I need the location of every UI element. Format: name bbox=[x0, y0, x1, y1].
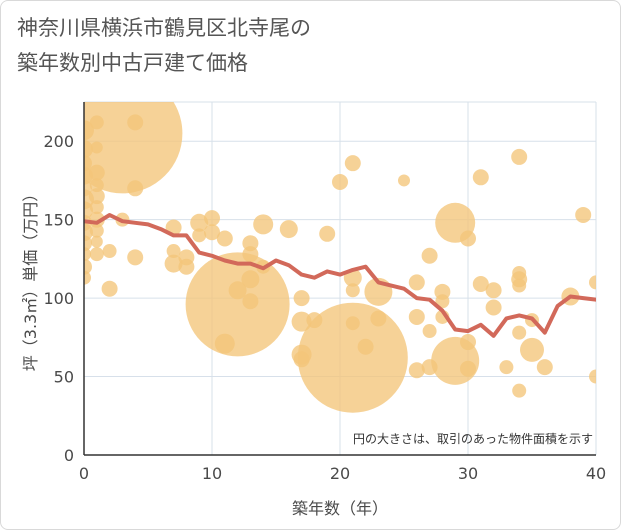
bubble bbox=[84, 235, 92, 252]
bubble bbox=[319, 225, 336, 242]
bubble bbox=[216, 230, 233, 247]
bubble bbox=[241, 270, 260, 289]
bubble bbox=[185, 252, 290, 357]
bubble bbox=[345, 283, 360, 298]
bubble bbox=[297, 302, 408, 413]
bubble bbox=[511, 148, 528, 165]
bubble bbox=[228, 281, 247, 300]
bubble bbox=[589, 275, 596, 290]
y-tick-label: 50 bbox=[54, 368, 74, 387]
bubble bbox=[472, 275, 489, 292]
bubble bbox=[242, 293, 259, 310]
bubble bbox=[293, 290, 310, 307]
bubble-size-note: 円の大きさは、取引のあった物件面積を示す bbox=[353, 431, 593, 446]
y-tick-label: 100 bbox=[43, 289, 74, 308]
x-tick-label: 40 bbox=[586, 464, 606, 483]
bubble bbox=[127, 114, 144, 131]
x-axis-label: 築年数（年） bbox=[292, 499, 388, 518]
bubble bbox=[101, 280, 118, 297]
bubble bbox=[204, 210, 220, 227]
y-tick-labels: 0 50 100 150 200 bbox=[43, 132, 74, 465]
bubble bbox=[190, 213, 209, 232]
bubble bbox=[485, 299, 502, 316]
chart-title: 神奈川県横浜市鶴見区北寺尾の 築年数別中古戸建て価格 bbox=[17, 11, 311, 81]
bubble bbox=[408, 362, 425, 379]
bubble bbox=[589, 369, 596, 384]
bubble bbox=[178, 258, 195, 275]
bubble bbox=[499, 360, 514, 375]
bubble bbox=[89, 200, 104, 215]
bubble bbox=[127, 180, 144, 197]
bubble bbox=[460, 230, 476, 247]
bubble bbox=[357, 338, 374, 355]
axes bbox=[83, 102, 596, 456]
trend-line bbox=[84, 213, 596, 338]
title-line-1: 神奈川県横浜市鶴見区北寺尾の bbox=[17, 16, 311, 40]
bubble bbox=[575, 206, 592, 223]
bubble-layer bbox=[84, 102, 596, 413]
bubble bbox=[408, 308, 425, 325]
bubble bbox=[90, 235, 103, 248]
bubble bbox=[84, 102, 183, 194]
bubble bbox=[370, 310, 387, 327]
bubble bbox=[279, 220, 298, 239]
bubble bbox=[102, 244, 117, 259]
bubble bbox=[84, 270, 91, 285]
bubble bbox=[536, 359, 553, 376]
bubble bbox=[192, 228, 207, 243]
bubble bbox=[485, 282, 502, 299]
bubble bbox=[344, 155, 361, 172]
x-tick-label: 20 bbox=[330, 464, 350, 483]
bubble bbox=[512, 325, 527, 340]
bubble bbox=[127, 249, 144, 266]
x-tick-label: 0 bbox=[79, 464, 89, 483]
x-tick-label: 30 bbox=[458, 464, 478, 483]
bubble bbox=[164, 254, 183, 273]
bubble bbox=[398, 174, 410, 187]
bubble bbox=[408, 274, 425, 291]
bubble bbox=[89, 247, 104, 262]
bubble bbox=[84, 247, 91, 262]
y-tick-label: 150 bbox=[43, 211, 74, 230]
bubble bbox=[422, 324, 437, 339]
bubble bbox=[291, 311, 312, 332]
bubble bbox=[242, 246, 259, 263]
y-tick-label: 200 bbox=[43, 132, 74, 151]
x-tick-label: 10 bbox=[202, 464, 222, 483]
bubble bbox=[460, 360, 476, 377]
bubble bbox=[84, 258, 92, 275]
bubble bbox=[88, 188, 105, 205]
bubble bbox=[204, 224, 220, 241]
y-axis-label: 坪（3.3㎡）単価（万円） bbox=[21, 186, 40, 371]
bubble bbox=[472, 169, 489, 186]
x-tick-labels: 0 10 20 30 40 bbox=[79, 464, 606, 483]
bubble bbox=[421, 247, 438, 264]
bubble bbox=[253, 214, 274, 235]
bubble bbox=[89, 223, 104, 238]
bubble bbox=[512, 278, 527, 293]
bubble bbox=[332, 174, 348, 191]
bubble bbox=[520, 337, 544, 362]
title-line-2: 築年数別中古戸建て価格 bbox=[17, 51, 248, 75]
bubble bbox=[512, 383, 527, 398]
y-tick-label: 0 bbox=[64, 446, 74, 465]
bubble bbox=[460, 334, 476, 351]
bubble bbox=[435, 294, 450, 309]
bubble bbox=[242, 235, 259, 252]
bubble bbox=[166, 244, 181, 259]
